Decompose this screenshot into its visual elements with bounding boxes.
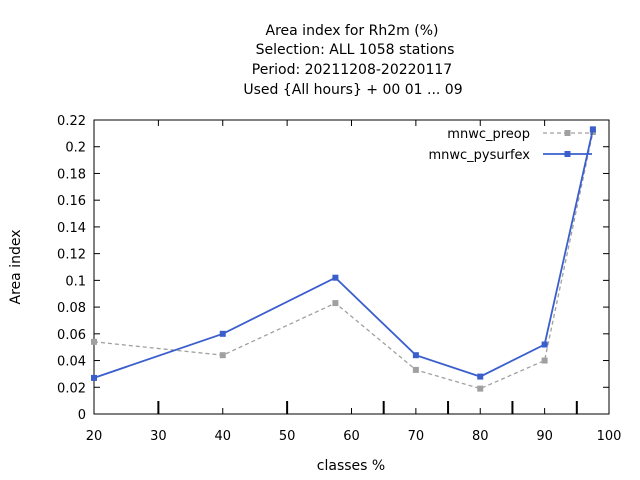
title-line-1: Area index for Rh2m (%) xyxy=(266,23,439,39)
data-point-mnwc_preop xyxy=(412,366,419,373)
series-line-mnwc_pysurfex xyxy=(93,129,594,379)
x-tick-label: 20 xyxy=(86,429,103,444)
data-point-mnwc_preop xyxy=(477,385,484,392)
legend-label-mnwc_preop: mnwc_preop xyxy=(447,127,530,142)
y-tick-label: 0.04 xyxy=(57,355,86,370)
y-tick-label: 0 xyxy=(78,408,86,423)
x-tick-label: 40 xyxy=(214,429,231,444)
x-tick-label: 90 xyxy=(536,429,553,444)
data-point-mnwc_pysurfex xyxy=(477,373,484,380)
title-line-2: Selection: ALL 1058 stations xyxy=(256,42,455,58)
x-tick-label: 80 xyxy=(472,429,489,444)
y-axis-label: Area index xyxy=(8,230,24,305)
y-tick-label: 0.22 xyxy=(57,114,86,129)
y-tick-label: 0.02 xyxy=(57,381,86,396)
title-line-3: Period: 20211208-20220117 xyxy=(252,62,452,78)
data-point-mnwc_pysurfex xyxy=(589,126,596,133)
y-tick-label: 0.12 xyxy=(57,248,86,263)
x-axis-minor-ticks xyxy=(157,401,578,414)
y-axis-ticks: 0 0.02 0.04 0.06 0.08 0.1 0.12 0.14 0.16 0.18 0.2 0… xyxy=(57,114,609,423)
y-tick-label: 0.06 xyxy=(57,328,86,343)
x-axis-ticks: 20 30 40 50 60 70 80 90 100 xyxy=(86,120,622,444)
x-tick-label: 70 xyxy=(408,429,425,444)
data-point-mnwc_pysurfex xyxy=(412,352,419,359)
data-point-mnwc_pysurfex xyxy=(332,274,339,281)
x-tick-label: 50 xyxy=(279,429,296,444)
data-point-mnwc_pysurfex xyxy=(219,330,226,337)
y-tick-label: 0.16 xyxy=(57,194,86,209)
title-line-4: Used {All hours} + 00 01 ... 09 xyxy=(243,82,462,98)
data-point-mnwc_preop xyxy=(332,300,339,307)
x-axis-label: classes % xyxy=(317,458,385,474)
y-tick-label: 0.18 xyxy=(57,167,86,182)
data-point-mnwc_preop xyxy=(541,357,548,364)
x-tick-label: 100 xyxy=(597,429,622,444)
x-tick-label: 60 xyxy=(343,429,360,444)
y-tick-label: 0.14 xyxy=(57,221,86,236)
data-point-mnwc_preop xyxy=(219,352,226,359)
data-point-mnwc_preop xyxy=(91,338,97,345)
legend-marker-mnwc_preop xyxy=(564,130,571,136)
y-tick-label: 0.1 xyxy=(65,274,86,289)
plot-frame xyxy=(93,119,610,415)
series-layer xyxy=(91,126,596,392)
legend-label-mnwc_pysurfex: mnwc_pysurfex xyxy=(428,148,530,163)
data-point-mnwc_pysurfex xyxy=(541,341,548,348)
x-tick-label: 30 xyxy=(150,429,167,444)
series-line-mnwc_preop xyxy=(93,131,594,390)
y-tick-label: 0.2 xyxy=(65,141,86,156)
chart-title: Area index for Rh2m (%) Selection: ALL 1… xyxy=(243,23,462,98)
legend: mnwc_preop mnwc_pysurfex xyxy=(428,127,592,163)
data-point-mnwc_pysurfex xyxy=(91,374,97,381)
y-tick-label: 0.08 xyxy=(57,301,86,316)
legend-marker-mnwc_pysurfex xyxy=(564,151,571,157)
